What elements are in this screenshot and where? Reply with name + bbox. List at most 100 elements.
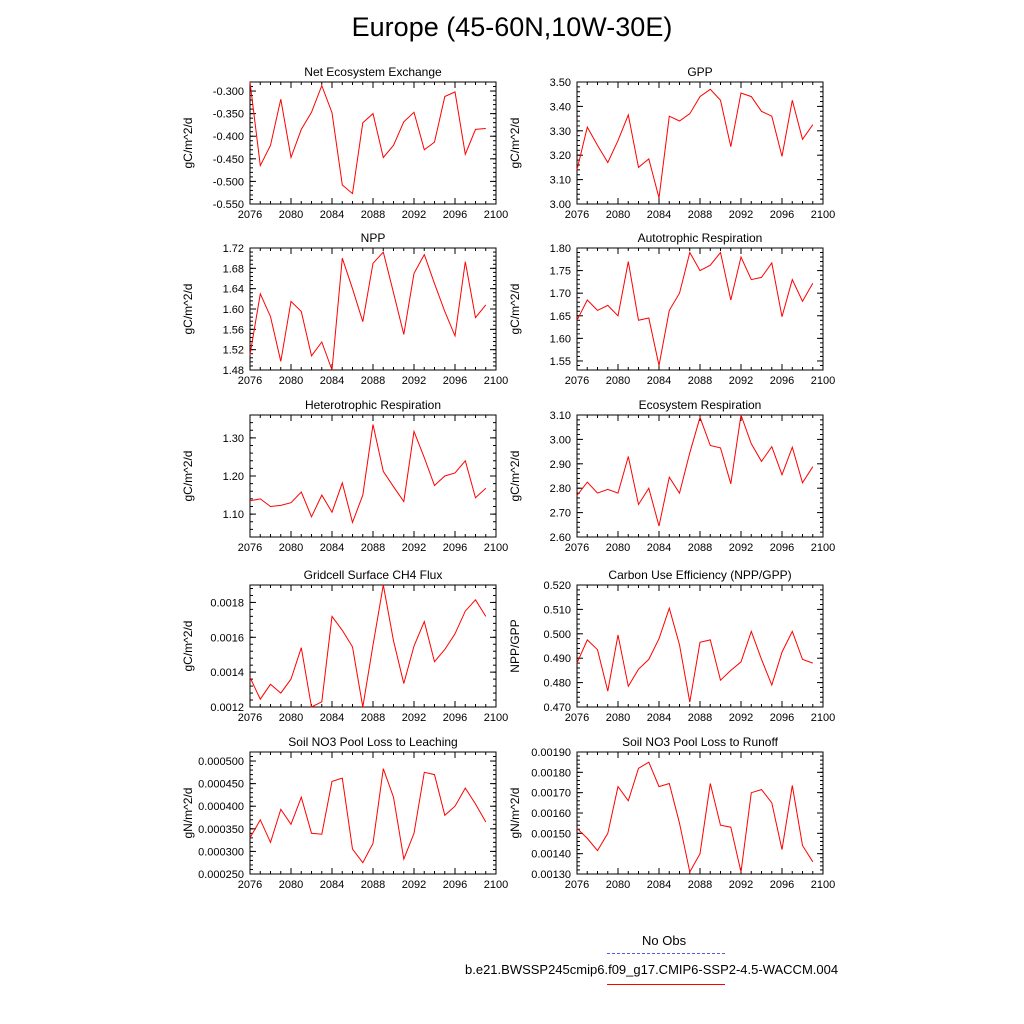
y-tick-label: 0.00170 [531,788,571,800]
chart-title: Net Ecosystem Exchange [304,65,442,79]
y-tick-label: 1.68 [223,263,244,275]
x-tick-label: 2100 [811,209,835,221]
chart-panel-heterotrophic-respiration: Heterotrophic Respiration gC/m^2/d 2076 208… [181,398,508,554]
y-tick-label: 3.10 [550,175,571,187]
chart-title: GPP [687,65,712,79]
plot-frame [249,414,497,538]
y-tick-label: 1.20 [223,471,244,483]
x-tick-label: 2096 [443,542,467,554]
x-tick-label: 2076 [565,375,589,387]
series-line [576,88,814,199]
x-tick-label: 2076 [565,542,589,554]
chart-panel-soil-no3-pool-loss-to-leaching: Soil NO3 Pool Loss to Leaching gN/m^2/d 20… [181,735,508,891]
y-tick-label: 1.80 [550,243,571,255]
plot-frame [576,247,824,371]
y-tick-label: -0.500 [213,176,244,188]
x-tick-label: 2088 [688,542,712,554]
y-tick-label: 0.0012 [210,702,244,714]
y-tick-label: -0.300 [213,86,244,98]
x-tick-label: 2092 [729,209,753,221]
y-tick-label: 3.40 [550,101,571,113]
x-tick-label: 2100 [811,542,835,554]
x-tick-label: 2100 [484,542,508,554]
series-line [576,761,814,874]
x-tick-label: 2088 [361,879,385,891]
y-tick-label: 0.00190 [531,747,571,759]
y-tick-label: 2.90 [550,459,571,471]
chart-title: Heterotrophic Respiration [305,398,441,412]
x-tick-label: 2084 [320,879,344,891]
x-tick-label: 2096 [770,209,794,221]
chart-panel-soil-no3-pool-loss-to-runoff: Soil NO3 Pool Loss to Runoff gN/m^2/d 2076… [508,735,835,891]
y-axis-label: gC/m^2/d [181,284,195,335]
y-tick-label: 3.20 [550,150,571,162]
y-tick-label: 0.510 [543,604,571,616]
y-axis-label: NPP/GPP [508,619,522,672]
y-tick-label: 1.65 [550,311,571,323]
x-tick-label: 2080 [606,375,630,387]
y-tick-label: 1.72 [223,243,244,255]
y-tick-label: 1.48 [223,365,244,377]
y-axis-label: gC/m^2/d [508,118,522,169]
chart-panel-gridcell-surface-ch4-flux: Gridcell Surface CH4 Flux gC/m^2/d 2076 208… [181,568,508,724]
plot-frame [576,81,824,205]
x-tick-label: 2092 [402,542,426,554]
x-tick-label: 2092 [729,542,753,554]
x-tick-label: 2092 [402,375,426,387]
y-tick-label: 0.490 [543,653,571,665]
plot-frame [249,81,497,205]
plot-frame [576,751,824,875]
x-tick-label: 2096 [443,879,467,891]
series-line [249,768,487,864]
x-tick-label: 2076 [565,879,589,891]
x-tick-label: 2080 [606,542,630,554]
x-tick-label: 2080 [279,879,303,891]
y-tick-label: 0.0018 [210,597,244,609]
y-tick-label: 1.30 [223,433,244,445]
y-tick-label: 1.75 [550,266,571,278]
x-tick-label: 2100 [484,879,508,891]
x-tick-label: 2080 [606,879,630,891]
y-tick-label: 2.80 [550,483,571,495]
plot-frame [576,584,824,708]
chart-title: Ecosystem Respiration [639,398,762,412]
y-axis-label: gC/m^2/d [181,451,195,502]
series-line [249,81,486,195]
x-tick-label: 2092 [402,879,426,891]
x-tick-label: 2076 [238,375,262,387]
x-tick-label: 2084 [647,879,671,891]
y-tick-label: 0.00150 [531,828,571,840]
y-tick-label: 2.60 [550,532,571,544]
chart-panel-ecosystem-respiration: Ecosystem Respiration gC/m^2/d 2076 2080 208… [508,398,835,554]
y-tick-label: 0.00180 [531,767,571,779]
x-tick-label: 2088 [361,712,385,724]
x-tick-label: 2096 [770,879,794,891]
y-tick-label: 1.60 [223,304,244,316]
series-line [576,251,814,366]
x-tick-label: 2088 [688,712,712,724]
x-tick-label: 2088 [688,879,712,891]
y-tick-label: -0.350 [213,109,244,121]
x-tick-label: 2080 [279,712,303,724]
chart-title: Soil NO3 Pool Loss to Runoff [622,735,779,749]
y-axis-label: gN/m^2/d [181,788,195,839]
y-tick-label: 0.000250 [198,869,244,881]
y-axis-label: gC/m^2/d [181,118,195,169]
x-tick-label: 2096 [770,375,794,387]
y-tick-label: 0.000500 [198,756,244,768]
x-tick-label: 2076 [238,542,262,554]
series-line [249,584,487,708]
x-tick-label: 2084 [320,375,344,387]
x-tick-label: 2080 [279,375,303,387]
x-tick-label: 2080 [279,209,303,221]
y-axis-label: gC/m^2/d [508,284,522,335]
x-tick-label: 2080 [279,542,303,554]
y-tick-label: 0.480 [543,678,571,690]
series-line [249,424,487,525]
y-tick-label: -0.400 [213,131,244,143]
x-tick-label: 2084 [647,712,671,724]
y-tick-label: 3.30 [550,126,571,138]
series-line [249,251,487,371]
x-tick-label: 2084 [320,712,344,724]
